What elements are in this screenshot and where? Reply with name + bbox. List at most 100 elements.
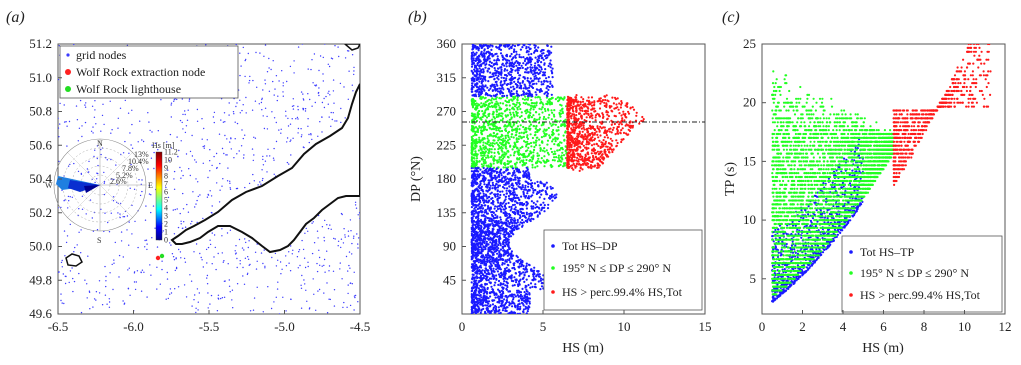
grid-node xyxy=(322,56,324,59)
total-point xyxy=(482,214,485,217)
total-point xyxy=(499,293,502,296)
grid-node xyxy=(358,212,360,214)
grid-node xyxy=(61,302,63,304)
total-point xyxy=(518,55,521,59)
total-point xyxy=(482,71,485,74)
total-point xyxy=(499,244,502,247)
grid-node xyxy=(124,99,127,102)
total-point xyxy=(546,85,550,88)
sector-point xyxy=(542,159,545,162)
grid-node xyxy=(300,284,302,286)
total-point xyxy=(547,64,550,68)
total-point xyxy=(518,271,521,274)
sector-point xyxy=(490,151,493,154)
total-point xyxy=(499,52,503,55)
sector-point xyxy=(487,98,491,101)
sector-point xyxy=(547,116,550,119)
sector-point xyxy=(534,166,537,169)
total-point xyxy=(496,199,499,202)
total-point xyxy=(505,62,508,65)
total-point xyxy=(510,52,513,56)
total-point xyxy=(497,247,500,250)
total-point xyxy=(534,283,537,286)
grid-node xyxy=(229,188,232,190)
grid-node xyxy=(239,112,241,114)
grid-node xyxy=(306,300,308,302)
grid-node xyxy=(107,221,109,224)
total-point xyxy=(545,54,548,57)
colorbar-tick-label: 4 xyxy=(164,204,168,213)
grid-node xyxy=(260,183,262,185)
total-point xyxy=(488,172,491,175)
grid-node xyxy=(115,164,117,166)
grid-node xyxy=(123,303,126,305)
sector-point xyxy=(482,160,485,163)
total-point xyxy=(497,201,500,204)
total-point xyxy=(506,254,509,257)
grid-node xyxy=(273,173,275,175)
grid-node xyxy=(203,145,206,147)
total-point xyxy=(521,218,524,222)
sector-point xyxy=(510,133,514,136)
grid-node xyxy=(148,121,150,123)
total-point xyxy=(529,219,532,223)
grid-node xyxy=(255,51,257,54)
grid-node xyxy=(317,237,319,239)
total-point xyxy=(496,270,499,273)
grid-node xyxy=(222,178,224,180)
total-point xyxy=(519,307,522,310)
sector-point xyxy=(526,136,529,139)
grid-node xyxy=(260,252,263,254)
sector-point xyxy=(515,103,518,106)
x-tick-label: -6.5 xyxy=(48,319,69,334)
grid-node xyxy=(141,139,143,141)
grid-node xyxy=(137,246,139,249)
sector-point xyxy=(533,102,536,105)
sector-point xyxy=(508,99,511,102)
sector-point xyxy=(489,99,493,102)
grid-node xyxy=(217,298,220,300)
grid-node xyxy=(111,129,113,131)
grid-node xyxy=(114,241,117,244)
total-point xyxy=(518,169,521,172)
grid-node xyxy=(203,147,205,149)
wales-coast xyxy=(343,44,360,51)
total-point xyxy=(518,312,522,314)
total-point xyxy=(508,257,511,260)
sector-point xyxy=(529,141,533,145)
grid-node xyxy=(322,73,324,75)
total-point xyxy=(551,199,554,202)
grid-node xyxy=(229,187,231,189)
total-point xyxy=(543,74,547,77)
grid-node xyxy=(235,252,237,254)
sector-point xyxy=(487,156,490,159)
grid-node xyxy=(297,132,299,134)
total-point xyxy=(489,87,492,90)
grid-node xyxy=(176,136,178,138)
total-point xyxy=(470,249,474,252)
grid-node xyxy=(201,259,203,261)
sector-point xyxy=(512,154,516,157)
grid-node xyxy=(129,294,131,296)
grid-node xyxy=(327,103,329,105)
sector-point xyxy=(537,95,540,98)
total-point xyxy=(537,80,540,83)
sector-point xyxy=(541,111,544,114)
total-point xyxy=(509,261,512,264)
total-point xyxy=(470,306,474,309)
total-point xyxy=(484,217,487,220)
wave-rose: N E S W 13% 10.4% 7.8% 5.2% 2.6% Hs [m] … xyxy=(45,138,178,245)
sector-point xyxy=(563,164,566,167)
grid-node xyxy=(342,306,344,309)
total-point xyxy=(538,207,541,210)
total-point xyxy=(479,53,482,56)
total-point xyxy=(520,94,523,97)
grid-node xyxy=(196,108,199,111)
sector-point xyxy=(535,111,538,114)
grid-node xyxy=(310,68,312,71)
total-point xyxy=(478,211,481,214)
grid-node xyxy=(202,217,204,220)
total-point xyxy=(473,207,476,210)
total-point xyxy=(484,254,488,257)
grid-node xyxy=(106,303,108,305)
